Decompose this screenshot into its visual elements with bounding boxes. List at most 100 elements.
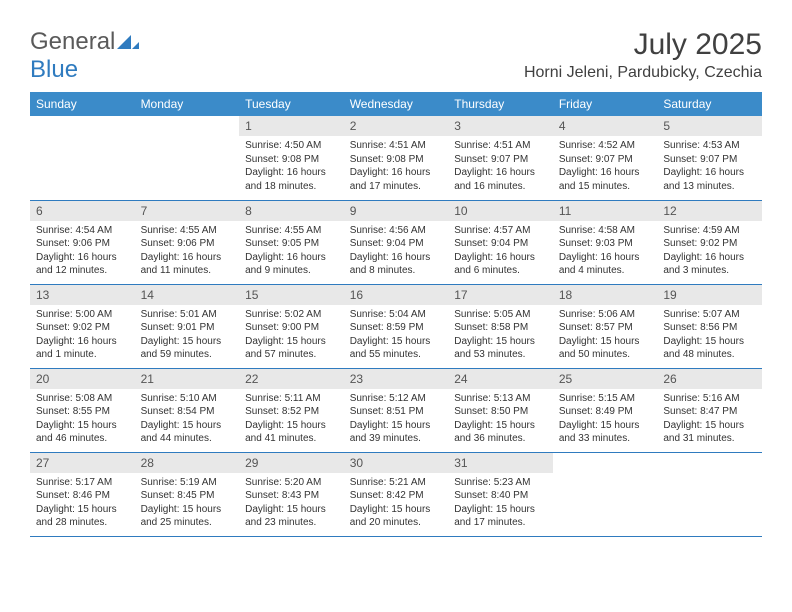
day-number: 29	[239, 453, 344, 473]
calendar-cell: 5Sunrise: 4:53 AMSunset: 9:07 PMDaylight…	[657, 116, 762, 200]
calendar-week-row: 13Sunrise: 5:00 AMSunset: 9:02 PMDayligh…	[30, 284, 762, 368]
day-details: Sunrise: 4:50 AMSunset: 9:08 PMDaylight:…	[239, 136, 344, 197]
logo-text-blue: Blue	[30, 56, 78, 83]
day-details: Sunrise: 5:01 AMSunset: 9:01 PMDaylight:…	[135, 305, 240, 366]
calendar-cell: 11Sunrise: 4:58 AMSunset: 9:03 PMDayligh…	[553, 200, 658, 284]
day-details: Sunrise: 4:55 AMSunset: 9:06 PMDaylight:…	[135, 221, 240, 282]
day-number: 4	[553, 116, 658, 136]
calendar-cell: 2Sunrise: 4:51 AMSunset: 9:08 PMDaylight…	[344, 116, 449, 200]
logo-sail-icon	[117, 28, 139, 56]
calendar-cell: 6Sunrise: 4:54 AMSunset: 9:06 PMDaylight…	[30, 200, 135, 284]
calendar-cell: 14Sunrise: 5:01 AMSunset: 9:01 PMDayligh…	[135, 284, 240, 368]
calendar-cell: 31Sunrise: 5:23 AMSunset: 8:40 PMDayligh…	[448, 452, 553, 536]
calendar-cell: 7Sunrise: 4:55 AMSunset: 9:06 PMDaylight…	[135, 200, 240, 284]
day-number: 5	[657, 116, 762, 136]
calendar-cell: ..	[135, 116, 240, 200]
day-number: 16	[344, 285, 449, 305]
day-number: 12	[657, 201, 762, 221]
day-details: Sunrise: 5:21 AMSunset: 8:42 PMDaylight:…	[344, 473, 449, 534]
calendar-cell: 18Sunrise: 5:06 AMSunset: 8:57 PMDayligh…	[553, 284, 658, 368]
calendar-cell: 22Sunrise: 5:11 AMSunset: 8:52 PMDayligh…	[239, 368, 344, 452]
day-details: Sunrise: 4:58 AMSunset: 9:03 PMDaylight:…	[553, 221, 658, 282]
day-number: 19	[657, 285, 762, 305]
title-block: July 2025 Horni Jeleni, Pardubicky, Czec…	[524, 28, 762, 82]
day-number: 1	[239, 116, 344, 136]
calendar-header-row: SundayMondayTuesdayWednesdayThursdayFrid…	[30, 92, 762, 116]
calendar-cell: 20Sunrise: 5:08 AMSunset: 8:55 PMDayligh…	[30, 368, 135, 452]
day-header: Sunday	[30, 92, 135, 116]
day-details: Sunrise: 5:12 AMSunset: 8:51 PMDaylight:…	[344, 389, 449, 450]
calendar-cell: 1Sunrise: 4:50 AMSunset: 9:08 PMDaylight…	[239, 116, 344, 200]
day-details: Sunrise: 4:51 AMSunset: 9:07 PMDaylight:…	[448, 136, 553, 197]
day-number: 24	[448, 369, 553, 389]
day-header: Tuesday	[239, 92, 344, 116]
day-details: Sunrise: 4:56 AMSunset: 9:04 PMDaylight:…	[344, 221, 449, 282]
calendar-cell: 16Sunrise: 5:04 AMSunset: 8:59 PMDayligh…	[344, 284, 449, 368]
calendar-cell: 21Sunrise: 5:10 AMSunset: 8:54 PMDayligh…	[135, 368, 240, 452]
day-number: 14	[135, 285, 240, 305]
logo: General Blue	[30, 28, 139, 84]
header: General Blue July 2025 Horni Jeleni, Par…	[30, 28, 762, 84]
day-number: 27	[30, 453, 135, 473]
day-number: 30	[344, 453, 449, 473]
day-details: Sunrise: 5:02 AMSunset: 9:00 PMDaylight:…	[239, 305, 344, 366]
day-number: 17	[448, 285, 553, 305]
day-header: Thursday	[448, 92, 553, 116]
day-number: 23	[344, 369, 449, 389]
calendar-cell: 12Sunrise: 4:59 AMSunset: 9:02 PMDayligh…	[657, 200, 762, 284]
day-details: Sunrise: 5:00 AMSunset: 9:02 PMDaylight:…	[30, 305, 135, 366]
day-number: 11	[553, 201, 658, 221]
day-details: Sunrise: 5:17 AMSunset: 8:46 PMDaylight:…	[30, 473, 135, 534]
day-details: Sunrise: 5:06 AMSunset: 8:57 PMDaylight:…	[553, 305, 658, 366]
logo-text-general: General	[30, 28, 115, 55]
day-number: 7	[135, 201, 240, 221]
day-details: Sunrise: 4:55 AMSunset: 9:05 PMDaylight:…	[239, 221, 344, 282]
calendar-cell: 29Sunrise: 5:20 AMSunset: 8:43 PMDayligh…	[239, 452, 344, 536]
calendar-cell: 15Sunrise: 5:02 AMSunset: 9:00 PMDayligh…	[239, 284, 344, 368]
day-number: 18	[553, 285, 658, 305]
calendar-cell: 17Sunrise: 5:05 AMSunset: 8:58 PMDayligh…	[448, 284, 553, 368]
calendar-cell: 28Sunrise: 5:19 AMSunset: 8:45 PMDayligh…	[135, 452, 240, 536]
day-number: 28	[135, 453, 240, 473]
calendar-cell: 9Sunrise: 4:56 AMSunset: 9:04 PMDaylight…	[344, 200, 449, 284]
day-details: Sunrise: 5:23 AMSunset: 8:40 PMDaylight:…	[448, 473, 553, 534]
day-details: Sunrise: 5:16 AMSunset: 8:47 PMDaylight:…	[657, 389, 762, 450]
day-details: Sunrise: 5:19 AMSunset: 8:45 PMDaylight:…	[135, 473, 240, 534]
calendar-cell: 4Sunrise: 4:52 AMSunset: 9:07 PMDaylight…	[553, 116, 658, 200]
day-details: Sunrise: 5:10 AMSunset: 8:54 PMDaylight:…	[135, 389, 240, 450]
calendar-cell: ..	[657, 452, 762, 536]
day-details: Sunrise: 5:11 AMSunset: 8:52 PMDaylight:…	[239, 389, 344, 450]
day-details: Sunrise: 5:04 AMSunset: 8:59 PMDaylight:…	[344, 305, 449, 366]
calendar-cell: 3Sunrise: 4:51 AMSunset: 9:07 PMDaylight…	[448, 116, 553, 200]
calendar-week-row: 27Sunrise: 5:17 AMSunset: 8:46 PMDayligh…	[30, 452, 762, 536]
day-number: 6	[30, 201, 135, 221]
day-number: 25	[553, 369, 658, 389]
calendar-table: SundayMondayTuesdayWednesdayThursdayFrid…	[30, 92, 762, 537]
day-number: 26	[657, 369, 762, 389]
calendar-cell: 25Sunrise: 5:15 AMSunset: 8:49 PMDayligh…	[553, 368, 658, 452]
calendar-body: ....1Sunrise: 4:50 AMSunset: 9:08 PMDayl…	[30, 116, 762, 536]
day-details: Sunrise: 5:08 AMSunset: 8:55 PMDaylight:…	[30, 389, 135, 450]
logo-text: General Blue	[30, 28, 139, 84]
day-number: 15	[239, 285, 344, 305]
day-details: Sunrise: 4:53 AMSunset: 9:07 PMDaylight:…	[657, 136, 762, 197]
calendar-cell: 23Sunrise: 5:12 AMSunset: 8:51 PMDayligh…	[344, 368, 449, 452]
calendar-cell: 8Sunrise: 4:55 AMSunset: 9:05 PMDaylight…	[239, 200, 344, 284]
day-details: Sunrise: 4:59 AMSunset: 9:02 PMDaylight:…	[657, 221, 762, 282]
day-number: 2	[344, 116, 449, 136]
calendar-cell: 19Sunrise: 5:07 AMSunset: 8:56 PMDayligh…	[657, 284, 762, 368]
calendar-cell: 10Sunrise: 4:57 AMSunset: 9:04 PMDayligh…	[448, 200, 553, 284]
day-details: Sunrise: 5:13 AMSunset: 8:50 PMDaylight:…	[448, 389, 553, 450]
day-number: 21	[135, 369, 240, 389]
calendar-week-row: 20Sunrise: 5:08 AMSunset: 8:55 PMDayligh…	[30, 368, 762, 452]
day-number: 9	[344, 201, 449, 221]
day-number: 20	[30, 369, 135, 389]
day-number: 3	[448, 116, 553, 136]
day-header: Monday	[135, 92, 240, 116]
month-title: July 2025	[524, 28, 762, 62]
day-number: 31	[448, 453, 553, 473]
day-number: 8	[239, 201, 344, 221]
calendar-cell: 30Sunrise: 5:21 AMSunset: 8:42 PMDayligh…	[344, 452, 449, 536]
location: Horni Jeleni, Pardubicky, Czechia	[524, 64, 762, 82]
calendar-cell: ..	[553, 452, 658, 536]
